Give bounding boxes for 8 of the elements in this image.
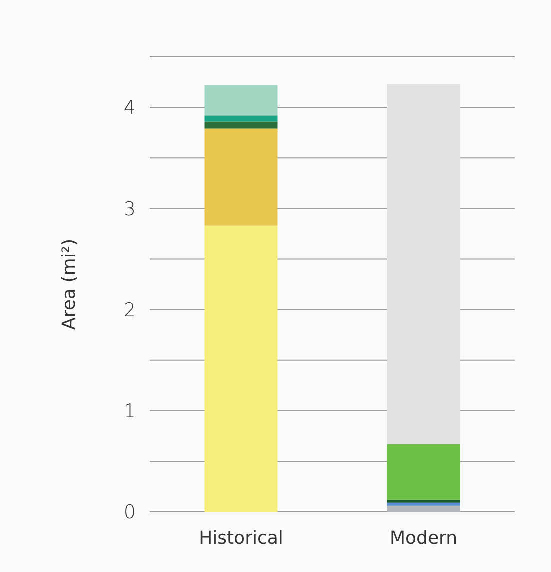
y-tick-label: 0 <box>124 502 136 524</box>
x-tick-label: Modern <box>390 528 458 549</box>
x-tick-label: Historical <box>199 528 284 549</box>
y-axis-title: Area (mi²) <box>59 239 80 330</box>
y-tick-label: 4 <box>124 97 136 120</box>
y-tick-label: 1 <box>124 400 136 423</box>
y-tick-label: 3 <box>124 198 136 220</box>
y-tick-label: 2 <box>124 299 136 322</box>
